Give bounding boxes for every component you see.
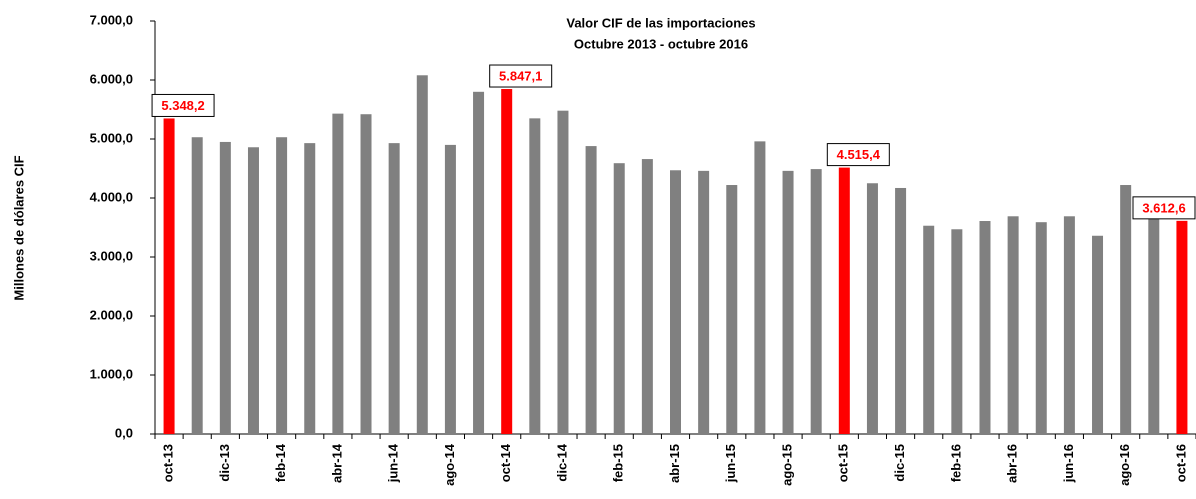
y-tick-label: 7.000,0 [90,12,133,27]
bar [951,229,963,434]
bar [641,159,653,434]
x-tick-label: ago-15 [779,444,794,486]
x-tick-label: feb-16 [948,444,963,482]
x-tick-label: oct-14 [498,443,513,482]
bar [1007,216,1019,434]
value-label: 3.612,6 [1142,200,1185,215]
x-tick-label: dic-13 [217,444,232,482]
bar [1120,185,1132,434]
y-tick-label: 5.000,0 [90,130,133,145]
bar [557,110,569,435]
bar [895,187,907,434]
bar [866,183,878,434]
bar [810,169,822,434]
y-axis-label: Millones de dólares CIF [11,155,26,300]
y-tick-label: 1.000,0 [90,366,133,381]
bar [247,147,259,434]
bar [1035,222,1047,434]
bar [979,221,991,434]
x-tick-label: feb-15 [611,444,626,482]
x-tick-label: jun-16 [1061,444,1076,483]
value-label: 4.515,4 [837,147,881,162]
x-tick-label: ago-14 [442,443,457,486]
x-tick-label: oct-15 [836,444,851,482]
x-tick-label: feb-14 [273,443,288,482]
bar [1148,202,1160,434]
bar [1176,220,1188,434]
bar [473,91,485,435]
chart-title: Valor CIF de las importaciones [566,15,755,30]
bar [219,141,231,434]
bar [444,144,456,434]
value-label: 5.348,2 [161,98,204,113]
bar [923,225,935,434]
bar [1092,235,1104,434]
y-tick-label: 0,0 [115,425,133,440]
x-tick-label: oct-16 [1173,444,1188,482]
value-label-box [826,143,890,167]
value-label-box [489,64,553,88]
x-tick-label: jun-15 [723,444,738,483]
x-tick-label: oct-13 [161,444,176,482]
bar [698,170,710,435]
x-tick-label: dic-15 [892,444,907,482]
bar [529,118,541,434]
bar [838,167,850,434]
bar [782,170,794,435]
x-tick-label: abr-16 [1005,444,1020,483]
bar [726,185,738,434]
y-tick-label: 2.000,0 [90,307,133,322]
bar [1063,216,1075,434]
bar [388,143,400,434]
bar [754,141,766,435]
bar [163,118,175,434]
x-tick-label: abr-15 [667,444,682,483]
bar [501,89,513,434]
y-tick-label: 6.000,0 [90,71,133,86]
value-label: 5.847,1 [499,68,542,83]
bar [670,170,681,434]
bar [191,137,203,435]
bar [613,163,625,434]
bar [332,113,344,434]
bar [276,137,288,435]
value-label-box [151,93,215,117]
y-tick-label: 3.000,0 [90,248,133,263]
bar [585,146,597,434]
y-tick-label: 4.000,0 [90,189,133,204]
chart-subtitle: Octubre 2013 - octubre 2016 [574,36,748,51]
x-tick-label: abr-14 [329,443,344,483]
bar [360,114,372,434]
x-tick-label: dic-14 [554,443,569,481]
bar [304,143,316,434]
x-tick-label: ago-16 [1117,444,1132,486]
bar [416,75,428,434]
x-tick-label: jun-14 [386,443,401,483]
value-label-box [1132,196,1196,220]
